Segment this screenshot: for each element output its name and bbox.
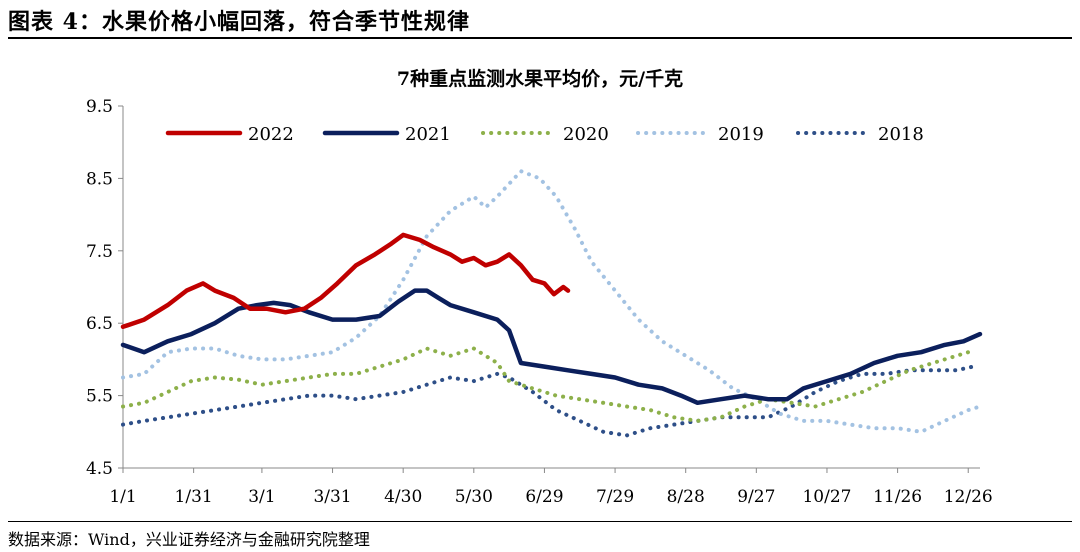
source-note: 数据来源：Wind，兴业证券经济与金融研究院整理 xyxy=(8,530,370,549)
y-tick-label: 5.5 xyxy=(86,387,113,407)
series-line-2018 xyxy=(121,364,975,438)
legend-label-2022: 2022 xyxy=(248,124,294,145)
x-tick-label: 7/29 xyxy=(596,487,634,507)
x-tick-label: 10/27 xyxy=(802,487,851,507)
x-tick-label: 8/28 xyxy=(667,487,705,507)
x-tick-label: 1/31 xyxy=(175,487,213,507)
axes: 4.5 5.5 6.5 7.5 8.5 9.5 1/1 1/31 3/1 3/31 4/30 5/30… xyxy=(86,97,993,507)
x-tick-label: 1/1 xyxy=(109,487,136,507)
y-tick-label: 7.5 xyxy=(86,242,113,262)
x-tick-label: 12/26 xyxy=(944,487,993,507)
x-tick-label: 6/29 xyxy=(525,487,563,507)
series-line-2019 xyxy=(121,169,982,434)
series-line-2021 xyxy=(120,288,983,406)
chart-title: 7种重点监测水果平均价，元/千克 xyxy=(397,67,683,90)
series-line-2022 xyxy=(120,232,571,330)
x-tick-label: 3/1 xyxy=(248,487,275,507)
x-tick-label: 3/31 xyxy=(313,487,351,507)
legend-label-2018: 2018 xyxy=(878,124,924,145)
y-tick-label: 9.5 xyxy=(86,97,113,117)
legend: 2022 2021 2020 2019 2018 xyxy=(165,124,924,145)
source-rule xyxy=(8,521,1072,522)
y-tick-label: 6.5 xyxy=(86,314,113,334)
legend-label-2021: 2021 xyxy=(405,124,451,145)
legend-label-2019: 2019 xyxy=(718,124,764,145)
title-rule xyxy=(8,37,1072,39)
legend-label-2020: 2020 xyxy=(563,124,609,145)
x-tick-label: 5/30 xyxy=(455,487,493,507)
x-tick-label: 4/30 xyxy=(384,487,422,507)
y-tick-label: 8.5 xyxy=(86,169,113,189)
series-layer xyxy=(120,169,983,438)
figure-title: 图表 4：水果价格小幅回落，符合季节性规律 xyxy=(8,9,470,35)
x-tick-label: 11/26 xyxy=(873,487,922,507)
x-tick-label: 9/27 xyxy=(737,487,775,507)
y-tick-label: 4.5 xyxy=(86,459,113,479)
